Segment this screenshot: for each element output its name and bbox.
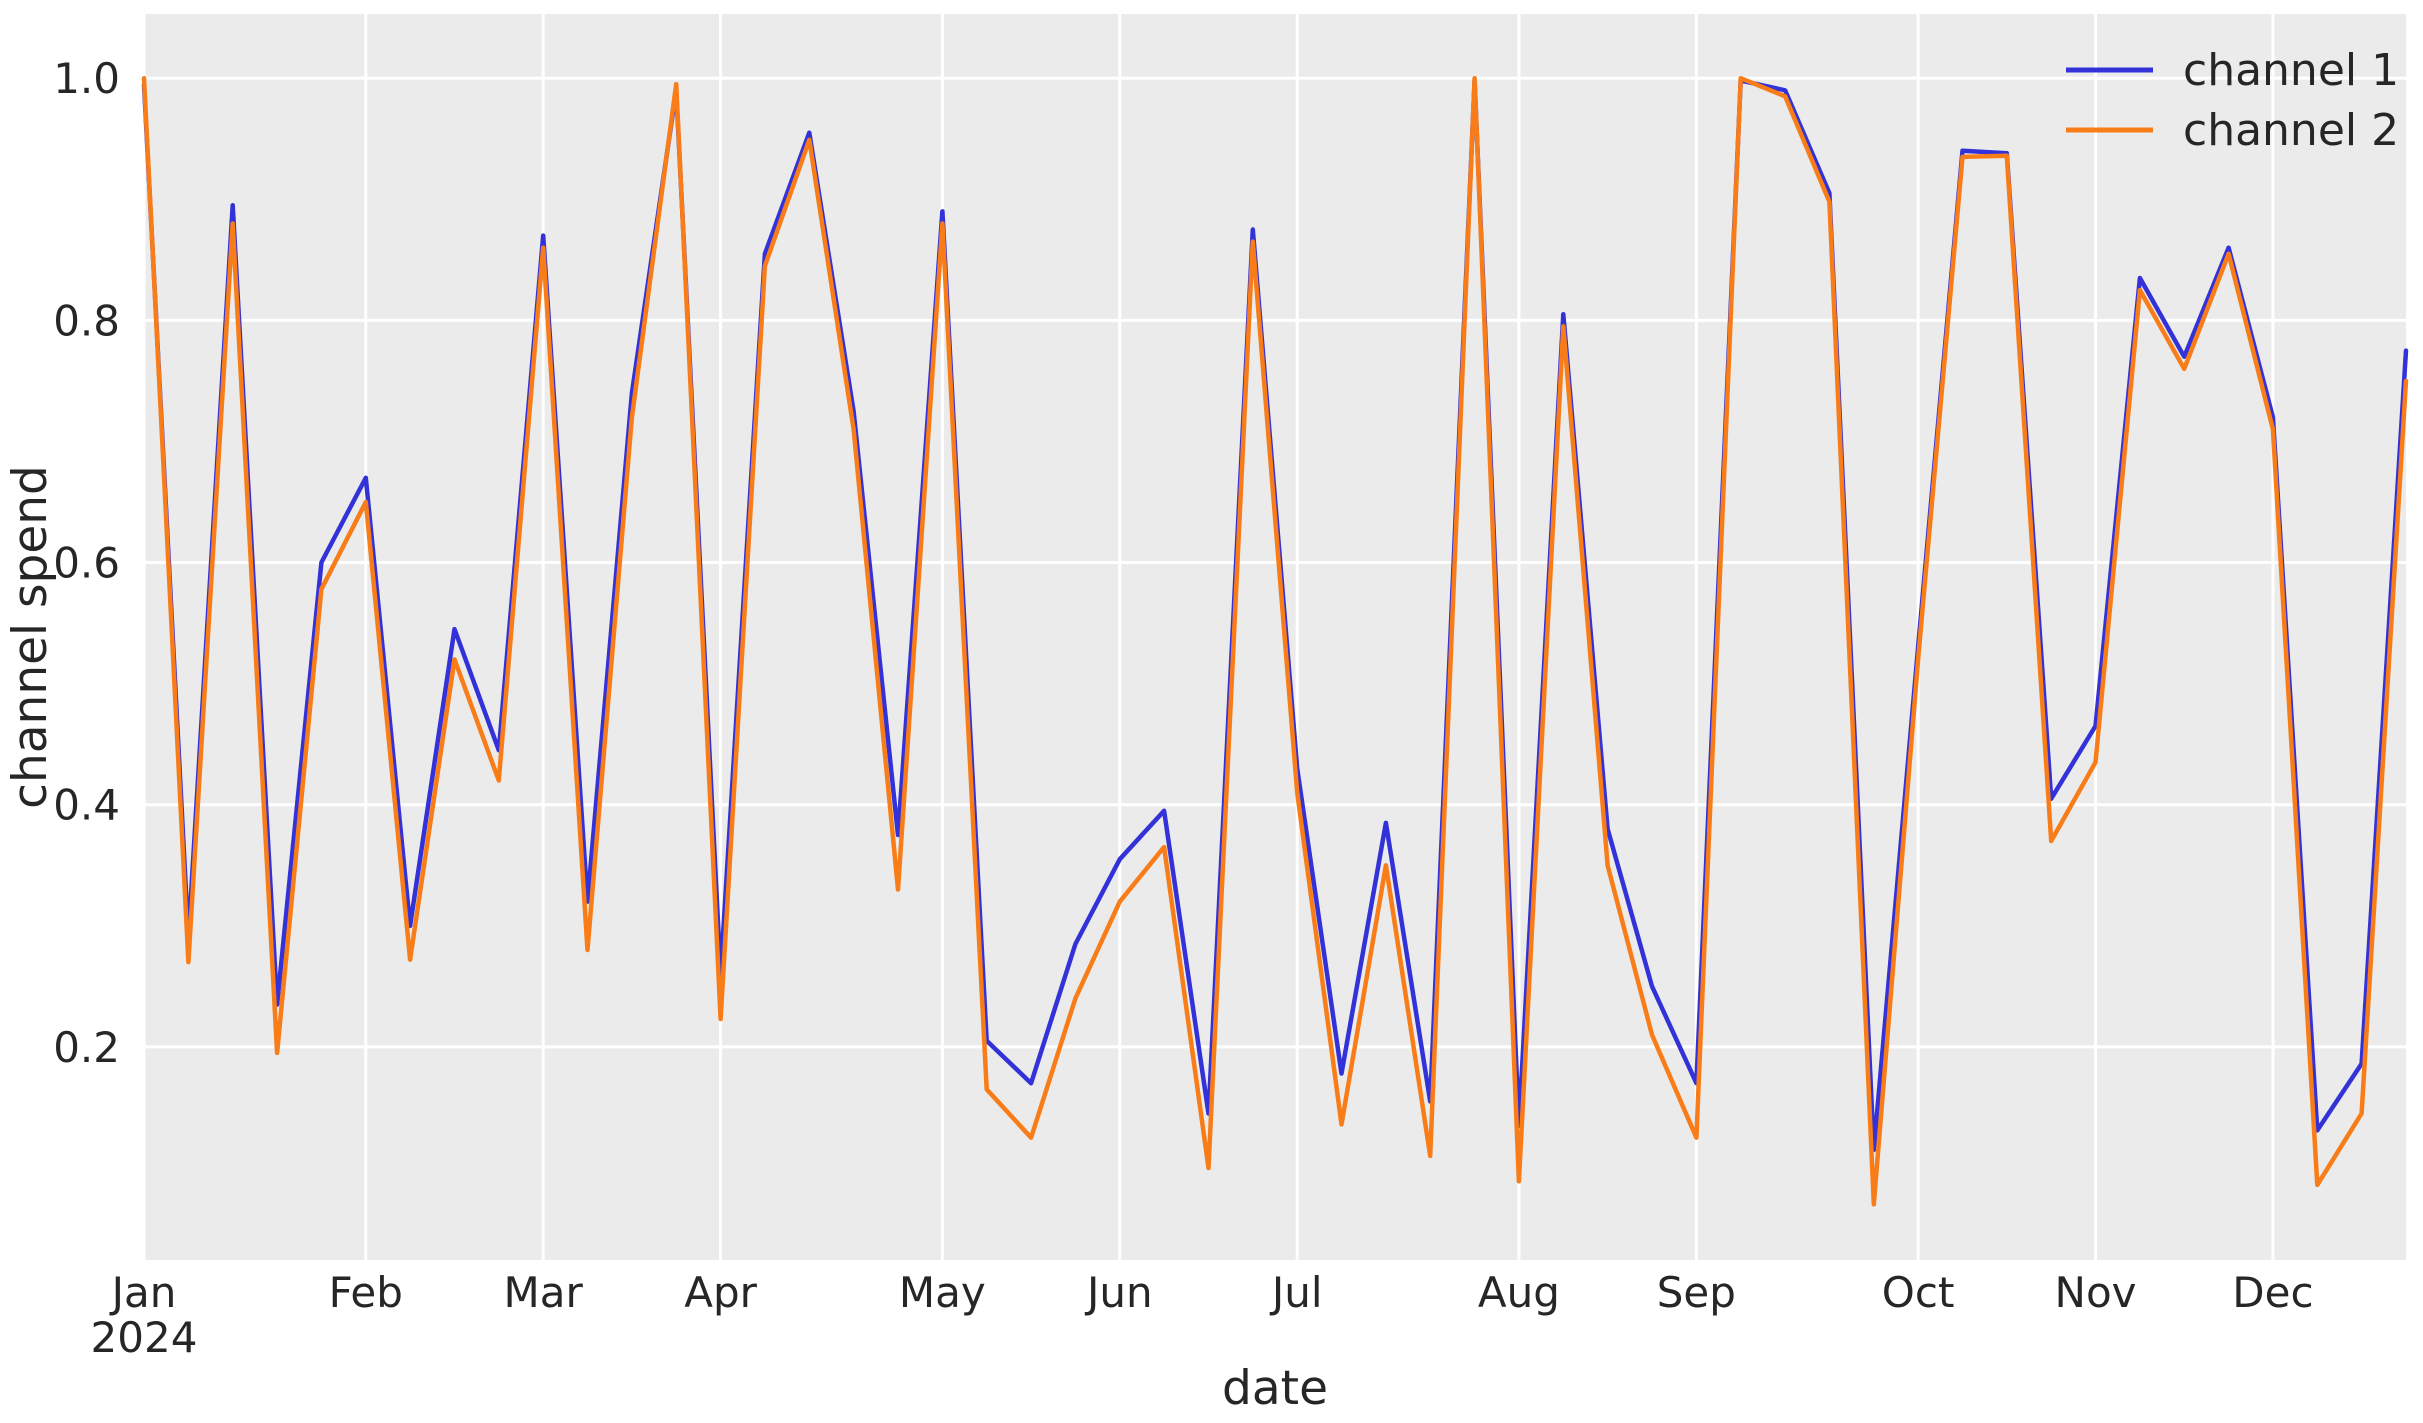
- y-tick-label: 1.0: [53, 54, 120, 103]
- x-tick-sublabel: 2024: [91, 1313, 198, 1362]
- channel-2-line: [141, 75, 2409, 1207]
- x-tick-label: Dec: [2232, 1268, 2313, 1317]
- x-tick-label: May: [899, 1268, 986, 1317]
- x-tick-label: Jan: [109, 1268, 177, 1317]
- x-tick-label: Sep: [1657, 1268, 1736, 1317]
- legend: channel 1 channel 2: [2066, 45, 2399, 156]
- legend-channel-1-label: channel 1: [2183, 45, 2399, 96]
- legend-channel-2-label: channel 2: [2183, 105, 2399, 156]
- x-tick-label: Jun: [1084, 1268, 1153, 1317]
- plot-area: [144, 14, 2406, 1260]
- y-axis-label: channel spend: [3, 465, 58, 809]
- y-tick-label: 0.4: [53, 781, 120, 830]
- x-tick-label: Oct: [1882, 1268, 1955, 1317]
- y-tick-label: 0.8: [53, 296, 120, 345]
- x-tick-label: Nov: [2055, 1268, 2137, 1317]
- y-tick-label: 0.2: [53, 1023, 120, 1072]
- x-tick-label: Mar: [504, 1268, 584, 1317]
- x-tick-label: Feb: [329, 1268, 403, 1317]
- x-axis-label: date: [1222, 1361, 1328, 1416]
- x-tick-label: Apr: [684, 1268, 757, 1317]
- x-tick-label: Aug: [1478, 1268, 1560, 1317]
- y-tick-label: 0.6: [53, 539, 120, 588]
- x-tick-label: Jul: [1269, 1268, 1323, 1317]
